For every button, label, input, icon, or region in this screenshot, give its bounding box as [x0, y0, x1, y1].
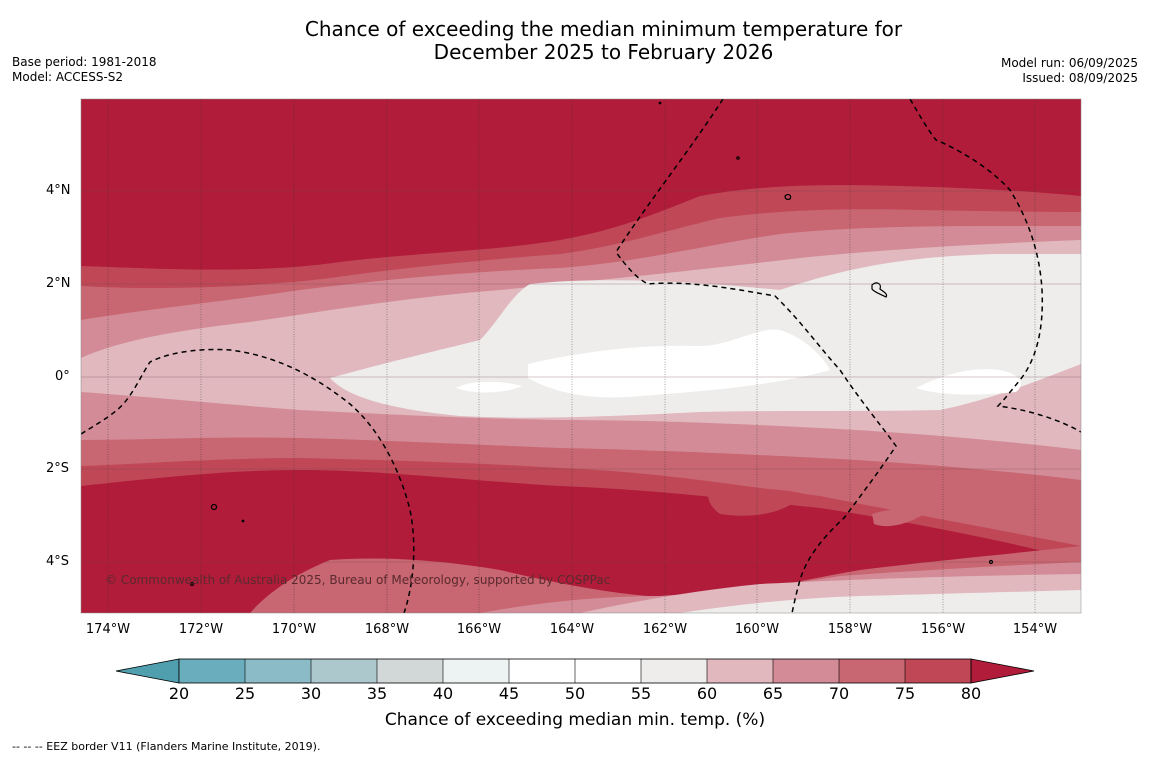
colorbar-segment-75-80 — [905, 659, 971, 683]
lat-label-4n: 4°N — [46, 183, 71, 198]
lon-label-160w: 160°W — [734, 622, 780, 637]
copyright-notice: © Commonwealth of Australia 2025, Bureau… — [105, 573, 611, 587]
title-line-1: Chance of exceeding the median minimum t… — [304, 17, 903, 41]
colorbar-tick-55: 55 — [630, 684, 652, 703]
colorbar-tick-20: 20 — [168, 684, 190, 703]
eez-border — [81, 99, 1081, 613]
colorbar-segment-20-25 — [179, 659, 245, 683]
band-55-60-east-patch — [1008, 280, 1081, 298]
band-70-75-patch — [872, 509, 924, 527]
run-info: Model run: 06/09/2025 Issued: 08/09/2025 — [1001, 56, 1138, 86]
lon-label-154w: 154°W — [1012, 622, 1058, 637]
lon-label-166w: 166°W — [456, 622, 502, 637]
lat-label-2s: 2°S — [46, 461, 70, 476]
colorbar — [115, 658, 1035, 684]
model-name-text: Model: ACCESS-S2 — [12, 70, 124, 84]
band-45-55 — [528, 329, 830, 398]
colorbar-tick-65: 65 — [762, 684, 784, 703]
issued-text: Issued: 08/09/2025 — [1022, 71, 1138, 85]
lon-label-164w: 164°W — [549, 622, 595, 637]
base-period-text: Base period: 1981-2018 — [12, 55, 157, 69]
islands — [189, 101, 994, 587]
colorbar-tick-75: 75 — [894, 684, 916, 703]
colorbar-tick-25: 25 — [234, 684, 256, 703]
lon-label-162w: 162°W — [642, 622, 688, 637]
lat-label-2n: 2°N — [46, 276, 71, 291]
colorbar-title: Chance of exceeding median min. temp. (%… — [384, 710, 766, 730]
model-info: Base period: 1981-2018 Model: ACCESS-S2 — [12, 55, 157, 85]
colorbar-segment-30-35 — [311, 659, 377, 683]
lon-label-172w: 172°W — [178, 622, 224, 637]
colorbar-segment-70-75 — [839, 659, 905, 683]
forecast-map — [80, 98, 1082, 614]
map-title: Chance of exceeding the median minimum t… — [0, 18, 1150, 64]
eez-footnote: -- -- -- EEZ border V11 (Flanders Marine… — [12, 740, 321, 753]
colorbar-tick-45: 45 — [498, 684, 520, 703]
colorbar-segment-65-70 — [773, 659, 839, 683]
colorbar-segment-35-40 — [377, 659, 443, 683]
lon-label-156w: 156°W — [920, 622, 966, 637]
colorbar-segment-50-55 — [575, 659, 641, 683]
colorbar-tick-50: 50 — [564, 684, 586, 703]
colorbar-tick-40: 40 — [432, 684, 454, 703]
band-55-60-south — [680, 590, 1081, 613]
colorbar-segment-60-65 — [707, 659, 773, 683]
lon-label-170w: 170°W — [271, 622, 317, 637]
map-frame — [80, 98, 1082, 614]
lon-label-158w: 158°W — [827, 622, 873, 637]
graticule — [107, 99, 1036, 613]
latitude-lines — [81, 190, 1081, 563]
colorbar-segment-45-50 — [509, 659, 575, 683]
model-run-text: Model run: 06/09/2025 — [1000, 56, 1138, 70]
lon-label-168w: 168°W — [364, 622, 410, 637]
lon-label-174w: 174°W — [85, 622, 131, 637]
band-45-55-west — [456, 381, 522, 393]
colorbar-segment-55-60 — [641, 659, 707, 683]
band-75-80-central — [708, 488, 804, 516]
title-line-2: December 2025 to February 2026 — [433, 40, 774, 64]
colorbar-tick-80: 80 — [960, 684, 982, 703]
colorbar-tick-30: 30 — [300, 684, 322, 703]
colorbar-dividers — [244, 659, 906, 683]
band-above-80-sw — [81, 478, 396, 613]
colorbar-segment-25-30 — [245, 659, 311, 683]
colorbar-arrow-high — [970, 658, 1035, 684]
colorbar-tick-70: 70 — [828, 684, 850, 703]
band-45-55-east — [916, 369, 1021, 395]
colorbar-segment-40-45 — [443, 659, 509, 683]
colorbar-tick-60: 60 — [696, 684, 718, 703]
colorbar-arrow-low — [115, 658, 180, 684]
lat-label-4s: 4°S — [46, 554, 70, 569]
colorbar-tick-35: 35 — [366, 684, 388, 703]
lat-label-0: 0° — [55, 369, 70, 384]
